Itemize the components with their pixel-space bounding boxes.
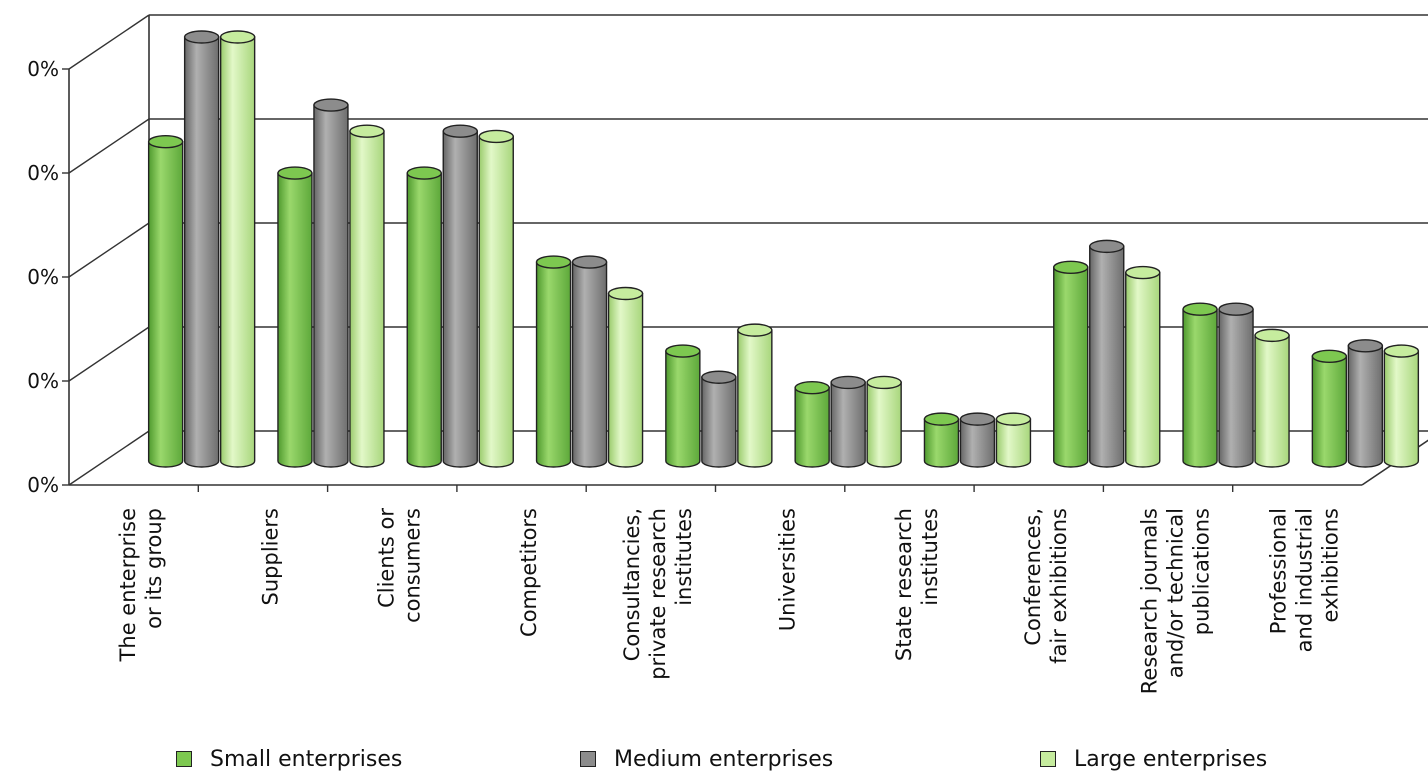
x-category-label: Professionaland industrialexhibitions <box>1267 508 1343 652</box>
bar <box>737 323 773 468</box>
x-category-label: Competitors <box>517 508 541 637</box>
legend-item-small: Small enterprises <box>176 744 402 774</box>
legend: Small enterprises Medium enterprises Lar… <box>0 744 1428 774</box>
x-category-label: Conferences,fair exhibitions <box>1021 508 1071 664</box>
bar <box>1311 349 1348 468</box>
legend-item-large: Large enterprises <box>1040 744 1267 774</box>
y-tick-label: 0% <box>27 265 59 289</box>
legend-item-medium: Medium enterprises <box>580 744 833 774</box>
bar <box>406 166 442 468</box>
bar <box>701 370 737 468</box>
x-category-label: State researchinstitutes <box>892 508 942 661</box>
bar <box>1218 302 1254 468</box>
bar <box>349 124 385 468</box>
bar <box>995 412 1032 468</box>
legend-swatch-small <box>176 751 192 767</box>
x-category-label: Clients orconsumers <box>375 508 425 623</box>
bar <box>442 124 478 468</box>
bar <box>277 166 313 468</box>
bars <box>147 30 1420 468</box>
bar <box>1254 328 1290 468</box>
x-category-label: Suppliers <box>258 508 282 605</box>
y-tick-label: 0% <box>27 369 59 393</box>
bar <box>794 381 830 468</box>
bar <box>183 30 220 468</box>
legend-swatch-large <box>1040 751 1056 767</box>
bar <box>923 412 960 468</box>
bar <box>1089 239 1125 468</box>
y-tick-label: 0% <box>27 161 59 185</box>
bar <box>535 255 572 468</box>
bar <box>1383 344 1420 468</box>
bar <box>478 129 514 468</box>
legend-label-large: Large enterprises <box>1074 746 1268 772</box>
legend-label-medium: Medium enterprises <box>614 746 834 772</box>
bar <box>147 134 184 468</box>
x-category-label: Research journalsand/or technicalpublica… <box>1137 508 1213 694</box>
bar <box>665 344 701 468</box>
legend-swatch-medium <box>580 751 596 767</box>
bar <box>1053 260 1089 468</box>
bar <box>571 255 608 468</box>
y-axis-tick-labels: 0% 0% 0% 0% 0% <box>27 57 59 497</box>
y-tick-label: 0% <box>27 57 59 81</box>
bar <box>1182 302 1218 468</box>
x-axis-category-labels: The enterpriseor its group Suppliers Clien… <box>116 508 1343 695</box>
bar <box>866 375 902 468</box>
bar <box>1347 339 1384 468</box>
bar <box>830 375 866 468</box>
bar <box>1125 265 1161 468</box>
bar <box>219 30 256 468</box>
bar <box>959 412 996 468</box>
y-tick-label: 0% <box>27 473 59 497</box>
bar <box>313 98 349 468</box>
bar-chart-3d: 0% 0% 0% 0% 0% The enterpriseor its group Sup… <box>27 14 1428 695</box>
x-category-label: Universities <box>776 508 800 631</box>
bar <box>607 286 644 468</box>
x-category-label: Consultancies,private researchinstitutes <box>620 508 696 680</box>
legend-label-small: Small enterprises <box>210 746 403 772</box>
x-category-label: The enterpriseor its group <box>116 508 166 662</box>
